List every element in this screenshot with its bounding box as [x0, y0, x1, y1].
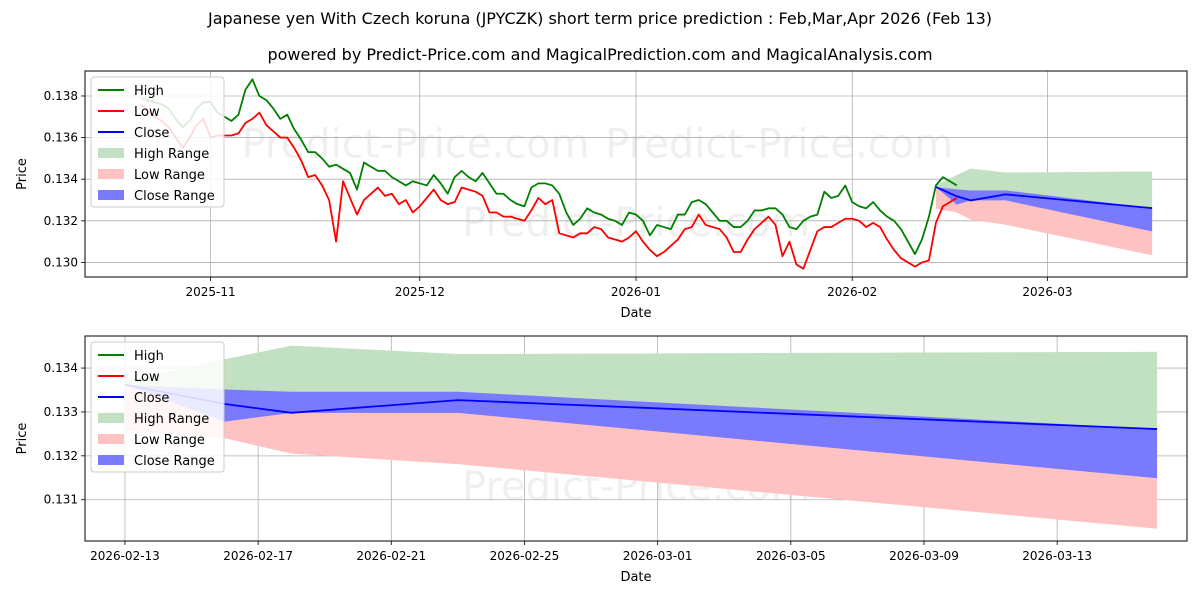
x-tick-label: 2026-03-01 [623, 549, 693, 563]
x-tick-label: 2025-12 [395, 285, 445, 299]
legend-box [90, 341, 225, 473]
legend-swatch-patch [98, 169, 124, 179]
legend-label: Close Range [134, 189, 215, 204]
x-tick-label: 2026-02-21 [356, 549, 426, 563]
legend-label: Close Range [134, 454, 215, 469]
watermark-text: Predict-Price.com [605, 122, 953, 168]
legend-label: Close [134, 126, 169, 141]
legend-label: High Range [134, 147, 209, 162]
legend-label: Low Range [134, 433, 205, 448]
legend-swatch-patch [98, 434, 124, 444]
y-tick-label: 0.138 [44, 89, 78, 103]
low-range-band [935, 187, 1153, 256]
legend-swatch-patch [98, 148, 124, 158]
x-tick-label: 2026-01 [611, 285, 661, 299]
plot-frame [84, 335, 1188, 542]
close-forecast-line [935, 186, 1153, 210]
watermark-text: Predict-Price.com [242, 122, 590, 168]
y-tick-label: 0.132 [44, 449, 78, 463]
x-axis-label: Date [620, 306, 651, 321]
x-tick-label: 2026-02-17 [223, 549, 293, 563]
plot-panel-2: Predict-Price.comPredict-Price.comPredic… [15, 335, 1188, 585]
x-tick-label: 2026-03-13 [1022, 549, 1092, 563]
x-tick-label: 2025-11 [185, 285, 235, 299]
plot-frame [84, 70, 1188, 278]
y-tick-label: 0.132 [44, 214, 78, 228]
y-axis-label: Price [15, 158, 30, 190]
y-tick-label: 0.130 [44, 255, 78, 269]
x-tick-label: 2026-03 [1022, 285, 1072, 299]
legend-label: Close [134, 391, 169, 406]
low-range-band [124, 384, 1158, 529]
legend: High Low Close High Range Low Range Close Ran… [90, 76, 225, 208]
series-line-low [140, 103, 958, 270]
legend: High Low Close High Range Low Range Close Ran… [90, 341, 225, 473]
x-axis-label: Date [620, 570, 651, 585]
y-tick-label: 0.134 [44, 172, 78, 186]
x-tick-label: 2026-02-25 [490, 549, 560, 563]
legend-swatch-patch [98, 190, 124, 200]
close-range-band [935, 187, 1153, 232]
chart-subtitle: powered by Predict-Price.com and Magical… [267, 45, 933, 64]
legend-label: Low [134, 370, 160, 385]
series-line-high [140, 78, 958, 256]
legend-label: Low [134, 105, 160, 120]
y-axis-label: Price [15, 423, 30, 455]
legend-swatch-patch [98, 455, 124, 465]
legend-label: High Range [134, 412, 209, 427]
plot-panel-1: Predict-Price.com Predict-Price.comPredic… [15, 70, 1188, 321]
chart-title: Japanese yen With Czech koruna (JPYCZK) … [207, 9, 992, 28]
legend-label: High [134, 84, 164, 99]
y-tick-label: 0.133 [44, 405, 78, 419]
y-tick-label: 0.136 [44, 131, 78, 145]
legend-swatch-patch [98, 413, 124, 423]
legend-box [90, 76, 225, 208]
x-tick-label: 2026-02 [827, 285, 877, 299]
y-tick-label: 0.134 [44, 361, 78, 375]
close-range-band [124, 384, 1158, 479]
x-tick-label: 2026-03-09 [889, 549, 959, 563]
x-tick-label: 2026-03-05 [756, 549, 826, 563]
legend-label: High [134, 349, 164, 364]
x-tick-label: 2026-02-13 [90, 549, 160, 563]
legend-label: Low Range [134, 168, 205, 183]
y-tick-label: 0.131 [44, 493, 78, 507]
